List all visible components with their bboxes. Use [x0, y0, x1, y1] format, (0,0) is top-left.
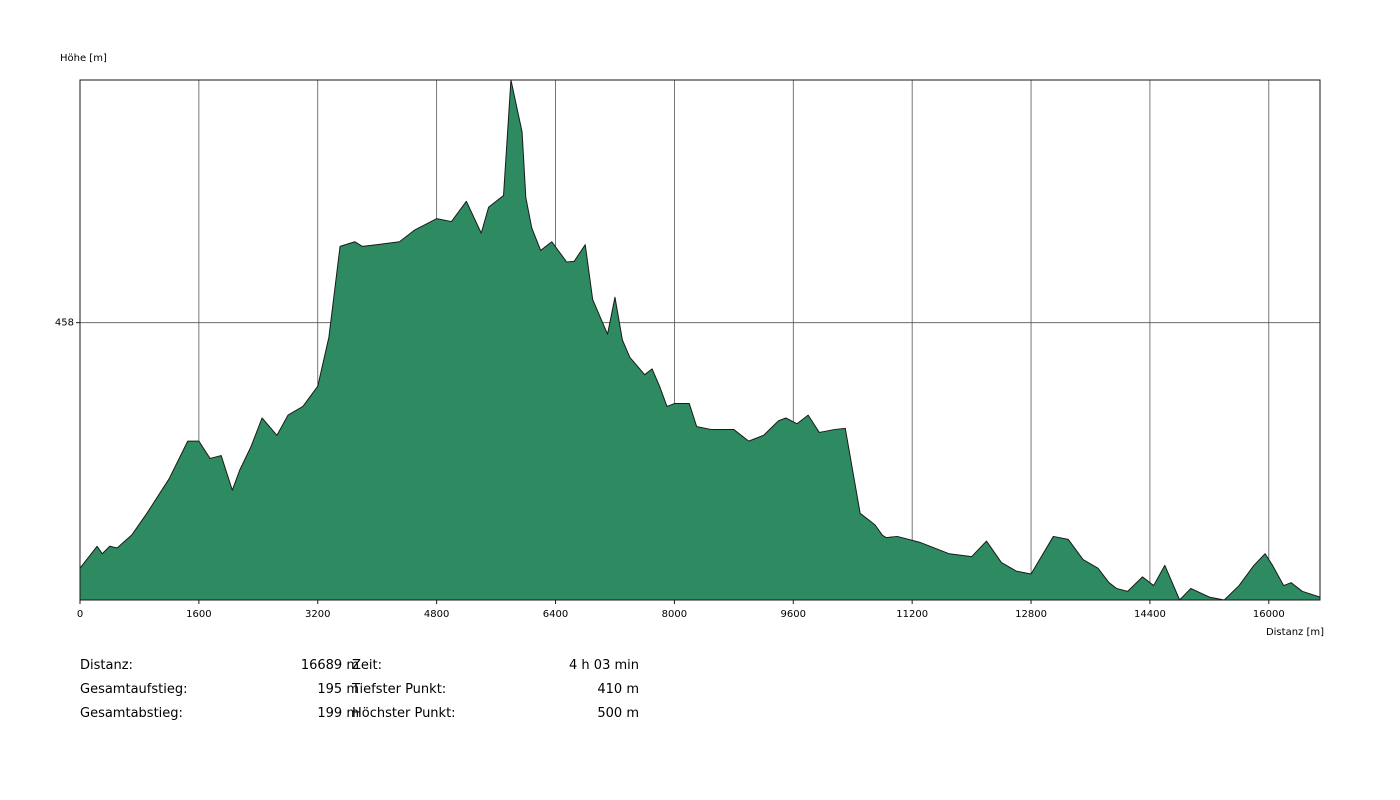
distance-value: 16689 m [300, 658, 359, 673]
x-tick-label: 16000 [1253, 609, 1285, 620]
descent-label: Gesamtabstieg: [80, 706, 183, 721]
lowest-point-value: 410 m [597, 682, 639, 697]
x-tick-label: 9600 [781, 609, 806, 620]
elevation-profile-chart: Höhe [m] 0 1600 3200 4800 6400 8000 9600 11200 1… [55, 53, 1324, 638]
y-axis-ticks: 458 [55, 318, 80, 329]
stat-row-distance: Distanz: 16689 m Zeit: 4 h 03 min [80, 658, 639, 682]
distance-label: Distanz: [80, 658, 133, 673]
time-label: Zeit: [352, 658, 382, 673]
stat-row-descent: Gesamtabstieg: 199 m Höchster Punkt: 500… [80, 706, 639, 730]
elevation-area [79, 79, 1321, 601]
x-tick-label: 14400 [1134, 609, 1166, 620]
grid-lines [80, 80, 1320, 600]
x-tick-label: 8000 [662, 609, 687, 620]
ascent-label: Gesamtaufstieg: [80, 682, 188, 697]
x-tick-label: 12800 [1015, 609, 1047, 620]
ascent-value: 195 m [317, 682, 359, 697]
highest-point-value: 500 m [597, 706, 639, 721]
y-tick-label: 458 [55, 318, 74, 329]
x-axis-ticks: 0 1600 3200 4800 6400 8000 9600 11200 12800 14400… [77, 600, 1285, 620]
time-value: 4 h 03 min [569, 658, 639, 673]
x-tick-label: 11200 [896, 609, 928, 620]
x-tick-label: 3200 [305, 609, 330, 620]
x-tick-label: 0 [77, 609, 83, 620]
x-tick-label: 1600 [186, 609, 211, 620]
x-tick-label: 6400 [543, 609, 568, 620]
y-axis-label: Höhe [m] [60, 53, 107, 64]
plot-frame [79, 79, 1321, 601]
x-tick-label: 4800 [424, 609, 449, 620]
highest-point-label: Höchster Punkt: [352, 706, 456, 721]
lowest-point-label: Tiefster Punkt: [352, 682, 447, 697]
descent-value: 199 m [317, 706, 359, 721]
stat-row-ascent: Gesamtaufstieg: 195 m Tiefster Punkt: 41… [80, 682, 639, 706]
x-axis-label: Distanz [m] [1266, 627, 1324, 638]
route-statistics: Distanz: 16689 m Zeit: 4 h 03 min Gesamt… [80, 658, 639, 730]
